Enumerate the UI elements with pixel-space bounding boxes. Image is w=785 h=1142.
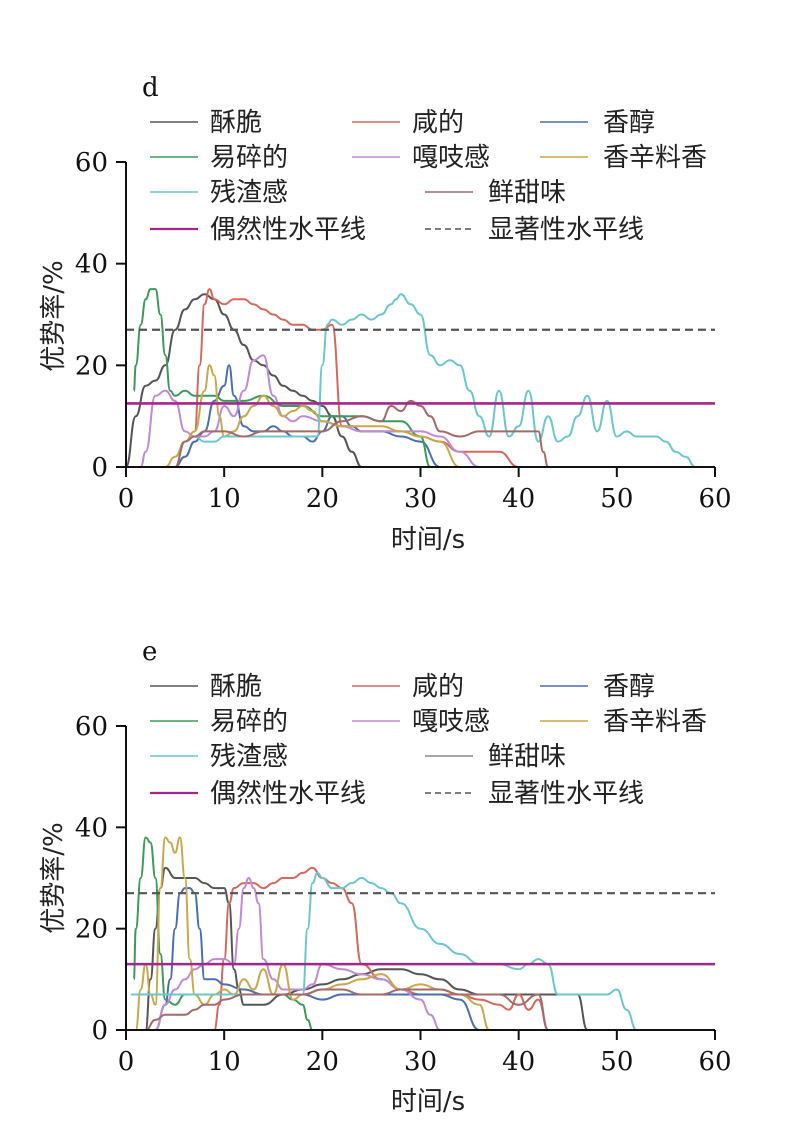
panel-label-e: e	[142, 637, 157, 667]
series-line-e-1	[213, 866, 550, 1031]
panel-e: e 酥脆 咸的 香醇 易碎的 嘎吱感	[39, 637, 732, 1117]
legend-item-mellow: 香醇	[540, 108, 655, 138]
series-line-e-5	[134, 836, 490, 1031]
series-line-d-0	[125, 293, 362, 468]
legend-label-salty: 咸的	[412, 108, 464, 138]
plot-area-e: 0 20 40 60 0 10 20 30 40 50 60	[75, 712, 732, 1077]
x-tick-label-d: 60	[698, 484, 731, 514]
plot-area-d: 0 20 40 60 0 10 20 30 40 50 60	[75, 148, 732, 514]
x-tick-label-e: 60	[698, 1047, 731, 1077]
legend-label-residue: 残渣感	[210, 178, 288, 208]
y-axis-title-e: 优势率/%	[39, 822, 69, 933]
legend-item-fragile: 易碎的	[150, 143, 288, 173]
x-tick-label-d: 0	[118, 484, 135, 514]
legend-item-residue: 残渣感	[150, 178, 288, 208]
x-tick-label-e: 20	[306, 1047, 339, 1077]
series-line-e-6	[130, 871, 637, 1031]
legend-label-mellow: 香醇	[603, 672, 655, 702]
legend-item-sweet: 鲜甜味	[425, 178, 566, 208]
x-tick-label-d: 20	[306, 484, 339, 514]
legend-label-chance: 偶然性水平线	[210, 779, 366, 809]
legend-label-sweet: 鲜甜味	[488, 178, 566, 208]
legend-label-spice: 香辛料香	[603, 707, 707, 737]
series-line-d-6	[174, 293, 696, 468]
legend-item-salty: 咸的	[352, 672, 464, 702]
legend-item-spice: 香辛料香	[540, 707, 707, 737]
legend-e: 酥脆 咸的 香醇 易碎的 嘎吱感 香辛料香	[150, 672, 707, 809]
x-tick-label-d: 50	[600, 484, 633, 514]
x-tick-label-e: 30	[404, 1047, 437, 1077]
y-tick-label-d: 60	[75, 148, 108, 178]
legend-label-chance: 偶然性水平线	[210, 215, 366, 245]
x-tick-label-e: 0	[118, 1047, 135, 1077]
legend-label-crunchy: 嘎吱感	[412, 143, 490, 173]
legend-item-sweet: 鲜甜味	[425, 742, 566, 772]
legend-label-sweet: 鲜甜味	[488, 742, 566, 772]
series-line-e-2	[154, 887, 480, 1031]
legend-item-significance: 显著性水平线	[425, 779, 644, 809]
y-tick-label-e: 0	[91, 1016, 108, 1046]
legend-label-crunchy: 嘎吱感	[412, 707, 490, 737]
legend-d: 酥脆 咸的 香醇 易碎的 嘎吱感 香辛料香	[150, 108, 707, 245]
x-tick-label-e: 40	[502, 1047, 535, 1077]
panel-label-d: d	[142, 73, 159, 103]
legend-item-spice: 香辛料香	[540, 143, 707, 173]
series-line-e-7	[145, 988, 550, 1031]
y-tick-label-e: 60	[75, 712, 108, 742]
legend-label-crisp: 酥脆	[210, 108, 262, 138]
legend-label-significance: 显著性水平线	[488, 779, 644, 809]
legend-item-crunchy: 嘎吱感	[352, 707, 490, 737]
x-axis-title-d: 时间/s	[391, 525, 465, 555]
legend-label-fragile: 易碎的	[210, 707, 288, 737]
y-tick-label-e: 40	[75, 813, 108, 843]
legend-label-fragile: 易碎的	[210, 143, 288, 173]
y-tick-label-d: 40	[75, 250, 108, 280]
legend-item-significance: 显著性水平线	[425, 215, 644, 245]
series-line-d-5	[165, 364, 461, 468]
legend-item-crunchy: 嘎吱感	[352, 143, 490, 173]
y-axis-title-d: 优势率/%	[39, 260, 69, 371]
series-line-e-3	[132, 836, 313, 1031]
legend-item-chance: 偶然性水平线	[150, 779, 366, 809]
x-tick-label-d: 10	[208, 484, 241, 514]
legend-label-spice: 香辛料香	[603, 143, 707, 173]
legend-label-residue: 残渣感	[210, 742, 288, 772]
legend-item-crisp: 酥脆	[150, 672, 262, 702]
legend-item-salty: 咸的	[352, 108, 464, 138]
series-line-d-7	[174, 399, 550, 468]
y-tick-label-e: 20	[75, 915, 108, 945]
x-tick-label-d: 30	[404, 484, 437, 514]
y-tick-label-d: 20	[75, 351, 108, 381]
legend-item-chance: 偶然性水平线	[150, 215, 366, 245]
legend-item-fragile: 易碎的	[150, 707, 288, 737]
legend-label-significance: 显著性水平线	[488, 215, 644, 245]
x-tick-label-d: 40	[502, 484, 535, 514]
x-tick-label-e: 50	[600, 1047, 633, 1077]
legend-item-residue: 残渣感	[150, 742, 288, 772]
legend-label-mellow: 香醇	[603, 108, 655, 138]
legend-item-mellow: 香醇	[540, 672, 655, 702]
legend-item-crisp: 酥脆	[150, 108, 262, 138]
x-tick-label-e: 10	[208, 1047, 241, 1077]
legend-label-crisp: 酥脆	[210, 672, 262, 702]
legend-label-salty: 咸的	[412, 672, 464, 702]
panel-d: d 酥脆 咸的 香醇 易碎的 嘎吱感	[39, 73, 732, 555]
y-tick-label-d: 0	[91, 453, 108, 483]
series-line-d-3	[132, 288, 432, 468]
x-axis-title-e: 时间/s	[391, 1087, 465, 1117]
